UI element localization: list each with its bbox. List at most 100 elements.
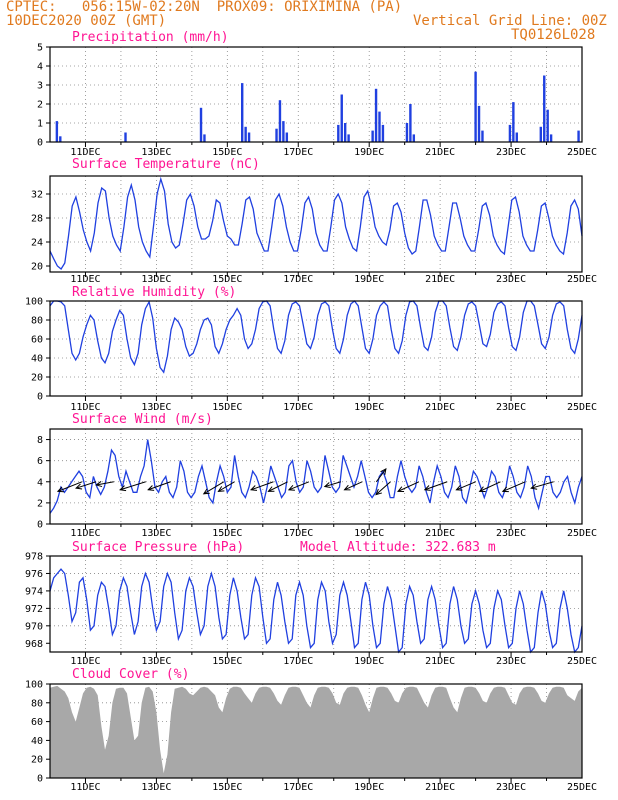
- x-tick-label: 15DEC: [212, 656, 242, 667]
- y-tick-label: 80: [31, 698, 43, 709]
- wind-arrow-head: [287, 485, 295, 491]
- x-tick-label: 25DEC: [567, 782, 597, 793]
- x-tick-label: 19DEC: [354, 782, 384, 793]
- y-tick-label: 60: [31, 717, 43, 728]
- wind-arrow: [250, 481, 274, 491]
- plot-frame: [49, 175, 583, 273]
- x-tick-label: 23DEC: [496, 147, 526, 158]
- x-tick-label: 13DEC: [141, 274, 171, 285]
- x-tick-label: 17DEC: [283, 274, 313, 285]
- precip-bar: [337, 124, 340, 142]
- y-tick-label: 0: [37, 392, 43, 403]
- wind-arrow-head: [423, 485, 431, 491]
- x-tick-label: 21DEC: [425, 274, 455, 285]
- y-tick-label: 976: [25, 569, 43, 580]
- wind-arrow: [203, 481, 225, 495]
- wind-arrow: [502, 481, 526, 492]
- x-tick-label: 21DEC: [425, 782, 455, 793]
- precip-bar: [247, 132, 251, 142]
- wind-arrow-head: [397, 486, 405, 492]
- y-tick-label: 970: [25, 621, 43, 632]
- x-tick-label: 11DEC: [70, 147, 100, 158]
- y-tick-label: 20: [31, 262, 43, 273]
- x-tick-label: 15DEC: [212, 402, 242, 413]
- precip-bar: [347, 134, 350, 142]
- x-tick-label: 13DEC: [141, 656, 171, 667]
- y-tick-label: 4: [37, 477, 43, 488]
- precip-bar: [199, 107, 203, 142]
- plot-frame: [49, 46, 583, 143]
- wind-arrow-head: [202, 488, 210, 495]
- y-tick-label: 100: [25, 297, 43, 308]
- precip-bar: [241, 83, 244, 142]
- y-tick-label: 40: [31, 736, 43, 747]
- precip-bar: [371, 130, 374, 142]
- panel-title: Surface Temperature (nC): [72, 157, 260, 172]
- wind-arrow: [288, 481, 310, 491]
- wind-arrow: [375, 481, 391, 495]
- wind-arrow-head: [478, 486, 486, 492]
- precip-bar: [515, 132, 518, 142]
- wind-arrow-head: [501, 486, 509, 493]
- wind-arrow: [268, 481, 288, 492]
- model-altitude-label: Model Altitude: 322.683 m: [300, 540, 496, 555]
- x-tick-label: 25DEC: [567, 656, 597, 667]
- wind-arrow-head: [455, 484, 463, 491]
- x-tick-label: 25DEC: [567, 402, 597, 413]
- x-tick-label: 19DEC: [354, 274, 384, 285]
- x-tick-label: 19DEC: [354, 402, 384, 413]
- precip-bar: [549, 134, 553, 142]
- wind-arrow: [96, 481, 114, 486]
- x-tick-label: 15DEC: [212, 782, 242, 793]
- series-line: [49, 568, 583, 654]
- x-tick-label: 21DEC: [425, 528, 455, 539]
- precip-bar: [539, 126, 543, 142]
- x-tick-label: 17DEC: [283, 656, 313, 667]
- precip-bar: [343, 123, 347, 142]
- y-tick-label: 968: [25, 639, 43, 650]
- wind-arrow-head: [147, 485, 155, 491]
- y-tick-label: 2: [37, 100, 43, 111]
- x-tick-label: 15DEC: [212, 528, 242, 539]
- header-station: CPTEC: 056:15W-02:20N PROX09: ORIXIMINA …: [6, 0, 403, 15]
- y-tick-label: 978: [25, 552, 43, 563]
- precip-bar: [412, 134, 416, 142]
- series-line: [49, 439, 583, 514]
- header-date: 10DEC2020 00Z (GMT): [6, 13, 167, 29]
- wind-arrow: [424, 481, 448, 491]
- y-tick-label: 40: [31, 354, 43, 365]
- precip-bar: [546, 109, 549, 142]
- precip-bar: [340, 94, 343, 142]
- x-tick-label: 25DEC: [567, 147, 597, 158]
- precip-bar: [282, 121, 285, 142]
- wind-arrow-head: [95, 481, 103, 488]
- x-tick-label: 13DEC: [141, 528, 171, 539]
- precip-bar: [577, 130, 580, 142]
- panel-2: [46, 300, 583, 401]
- y-tick-label: 6: [37, 456, 43, 467]
- wind-arrow: [75, 481, 97, 489]
- precip-bar: [244, 126, 247, 142]
- x-tick-label: 23DEC: [496, 528, 526, 539]
- x-tick-label: 11DEC: [70, 528, 100, 539]
- x-tick-label: 25DEC: [567, 274, 597, 285]
- y-tick-label: 0: [37, 520, 43, 531]
- precip-bar: [285, 132, 289, 142]
- panel-0: [46, 46, 583, 147]
- panel-1: [46, 175, 583, 277]
- x-tick-label: 17DEC: [283, 147, 313, 158]
- precip-bar: [477, 105, 481, 142]
- x-tick-label: 17DEC: [283, 782, 313, 793]
- y-tick-label: 100: [25, 680, 43, 691]
- x-tick-label: 11DEC: [70, 402, 100, 413]
- series-line: [49, 300, 583, 374]
- x-tick-label: 19DEC: [354, 656, 384, 667]
- panel-title: Precipitation (mm/h): [72, 30, 229, 45]
- wind-arrow: [479, 481, 501, 492]
- panel-title: Surface Wind (m/s): [72, 412, 213, 427]
- panel-4: [46, 555, 583, 657]
- precip-bar: [55, 121, 59, 142]
- precip-bar: [512, 102, 515, 142]
- wind-arrow: [397, 481, 420, 492]
- wind-arrow: [148, 481, 171, 491]
